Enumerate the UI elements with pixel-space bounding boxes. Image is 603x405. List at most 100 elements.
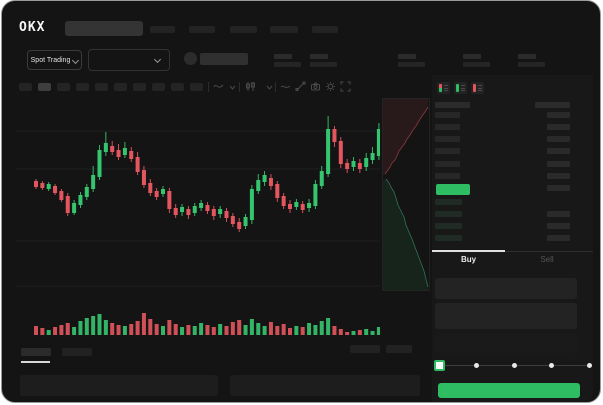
timeframe-chip[interactable] [38, 83, 51, 91]
stat-label-placeholder [310, 54, 328, 59]
pair-title-placeholder [200, 53, 248, 65]
timeframe-chip[interactable] [76, 83, 89, 91]
stat-label-placeholder [274, 54, 292, 59]
last-price-badge[interactable] [436, 184, 470, 195]
ask-row[interactable] [432, 148, 593, 154]
order-book-panel: Buy Sell [432, 75, 593, 402]
nav-item-placeholder[interactable] [150, 26, 175, 33]
bid-row[interactable] [432, 199, 593, 205]
slider-handle[interactable] [434, 360, 445, 371]
pair-select-dropdown[interactable] [88, 49, 170, 71]
stat-value-placeholder [310, 62, 337, 67]
slider-step-dot[interactable] [474, 363, 479, 368]
price-bar [435, 112, 460, 118]
timeframe-chip[interactable] [152, 83, 165, 91]
ask-row[interactable] [432, 112, 593, 118]
amount-input[interactable] [435, 303, 577, 329]
book-header-left [435, 102, 470, 108]
timeframe-chip[interactable] [19, 83, 32, 91]
camera-icon[interactable] [310, 81, 321, 92]
total-field [435, 333, 577, 353]
ask-row[interactable] [432, 173, 593, 179]
amount-bar [547, 148, 570, 154]
timeframe-chip[interactable] [133, 83, 146, 91]
active-tab-underline [21, 361, 50, 363]
toolbar-divider [208, 82, 209, 92]
nav-item-placeholder[interactable] [189, 26, 215, 33]
amount-bar [547, 136, 570, 142]
bids-half [439, 88, 442, 92]
price-bar [435, 199, 462, 205]
nav-item-placeholder[interactable] [230, 26, 257, 33]
stat-value-placeholder [518, 62, 545, 67]
range-control[interactable] [386, 345, 412, 353]
amount-bar [547, 223, 570, 229]
book-view-combined-icon[interactable] [437, 82, 450, 94]
price-input[interactable] [435, 278, 577, 299]
price-bar [435, 235, 462, 241]
candle-style-icon[interactable] [245, 81, 256, 92]
price-bar [435, 223, 462, 229]
stat-value-placeholder [398, 62, 425, 67]
wave-icon[interactable] [280, 81, 291, 92]
chart-tab[interactable] [62, 348, 92, 356]
buy-tab-indicator [432, 250, 505, 252]
candlestick-chart[interactable] [16, 96, 380, 291]
stat-label-placeholder [518, 54, 536, 59]
amount-bar [547, 161, 570, 167]
toolbar-divider [275, 82, 276, 92]
tab-sell[interactable]: Sell [540, 255, 554, 264]
fullscreen-icon[interactable] [340, 81, 351, 92]
ask-row[interactable] [432, 136, 593, 142]
nav-item-placeholder[interactable] [270, 26, 298, 33]
book-view-bids-icon[interactable] [454, 82, 467, 94]
settings-gear-icon[interactable] [325, 81, 336, 92]
slider-step-dot[interactable] [586, 363, 592, 368]
market-type-label: Spot Trading [30, 56, 71, 64]
slider-step-dot[interactable] [549, 363, 554, 368]
buy-button[interactable] [438, 383, 580, 398]
price-bar [435, 124, 460, 130]
chevron-down-icon[interactable] [228, 84, 239, 95]
draw-icon[interactable] [295, 81, 306, 92]
tab-buy[interactable]: Buy [460, 255, 477, 264]
chart-tab-active[interactable] [21, 348, 51, 356]
price-bar [435, 211, 462, 217]
chevron-down-icon [153, 55, 162, 64]
bid-row[interactable] [432, 223, 593, 229]
chevron-down-icon[interactable] [265, 84, 276, 95]
price-bar [435, 136, 460, 142]
chevron-down-icon [72, 56, 80, 64]
asks-half [439, 84, 442, 88]
market-type-dropdown[interactable]: Spot Trading [27, 50, 82, 70]
slider-step-dot[interactable] [511, 363, 517, 368]
price-bar [435, 173, 460, 179]
amount-bar [547, 211, 570, 217]
amount-bar [547, 235, 570, 241]
nav-item-placeholder[interactable] [312, 26, 338, 33]
stat-label-placeholder [398, 54, 416, 59]
stat-label-placeholder [463, 54, 481, 59]
range-control[interactable] [350, 345, 380, 353]
search-input[interactable] [65, 21, 143, 36]
timeframe-chip[interactable] [57, 83, 70, 91]
amount-bar [547, 112, 570, 118]
timeframe-chip[interactable] [171, 83, 184, 91]
timeframe-chip[interactable] [190, 83, 203, 91]
bid-row[interactable] [432, 235, 593, 241]
ask-row[interactable] [432, 161, 593, 167]
indicators-icon[interactable] [213, 81, 224, 92]
book-header-right [535, 102, 570, 108]
amount-bar [547, 173, 570, 179]
price-bar [435, 161, 460, 167]
bid-row[interactable] [432, 211, 593, 217]
amount-bar [547, 185, 570, 191]
coin-icon [184, 52, 197, 65]
timeframe-chip[interactable] [95, 83, 108, 91]
depth-chart[interactable] [382, 98, 430, 291]
timeframe-chip[interactable] [114, 83, 127, 91]
book-view-asks-icon[interactable] [471, 82, 484, 94]
ask-row[interactable] [432, 124, 593, 130]
price-bar [435, 148, 460, 154]
